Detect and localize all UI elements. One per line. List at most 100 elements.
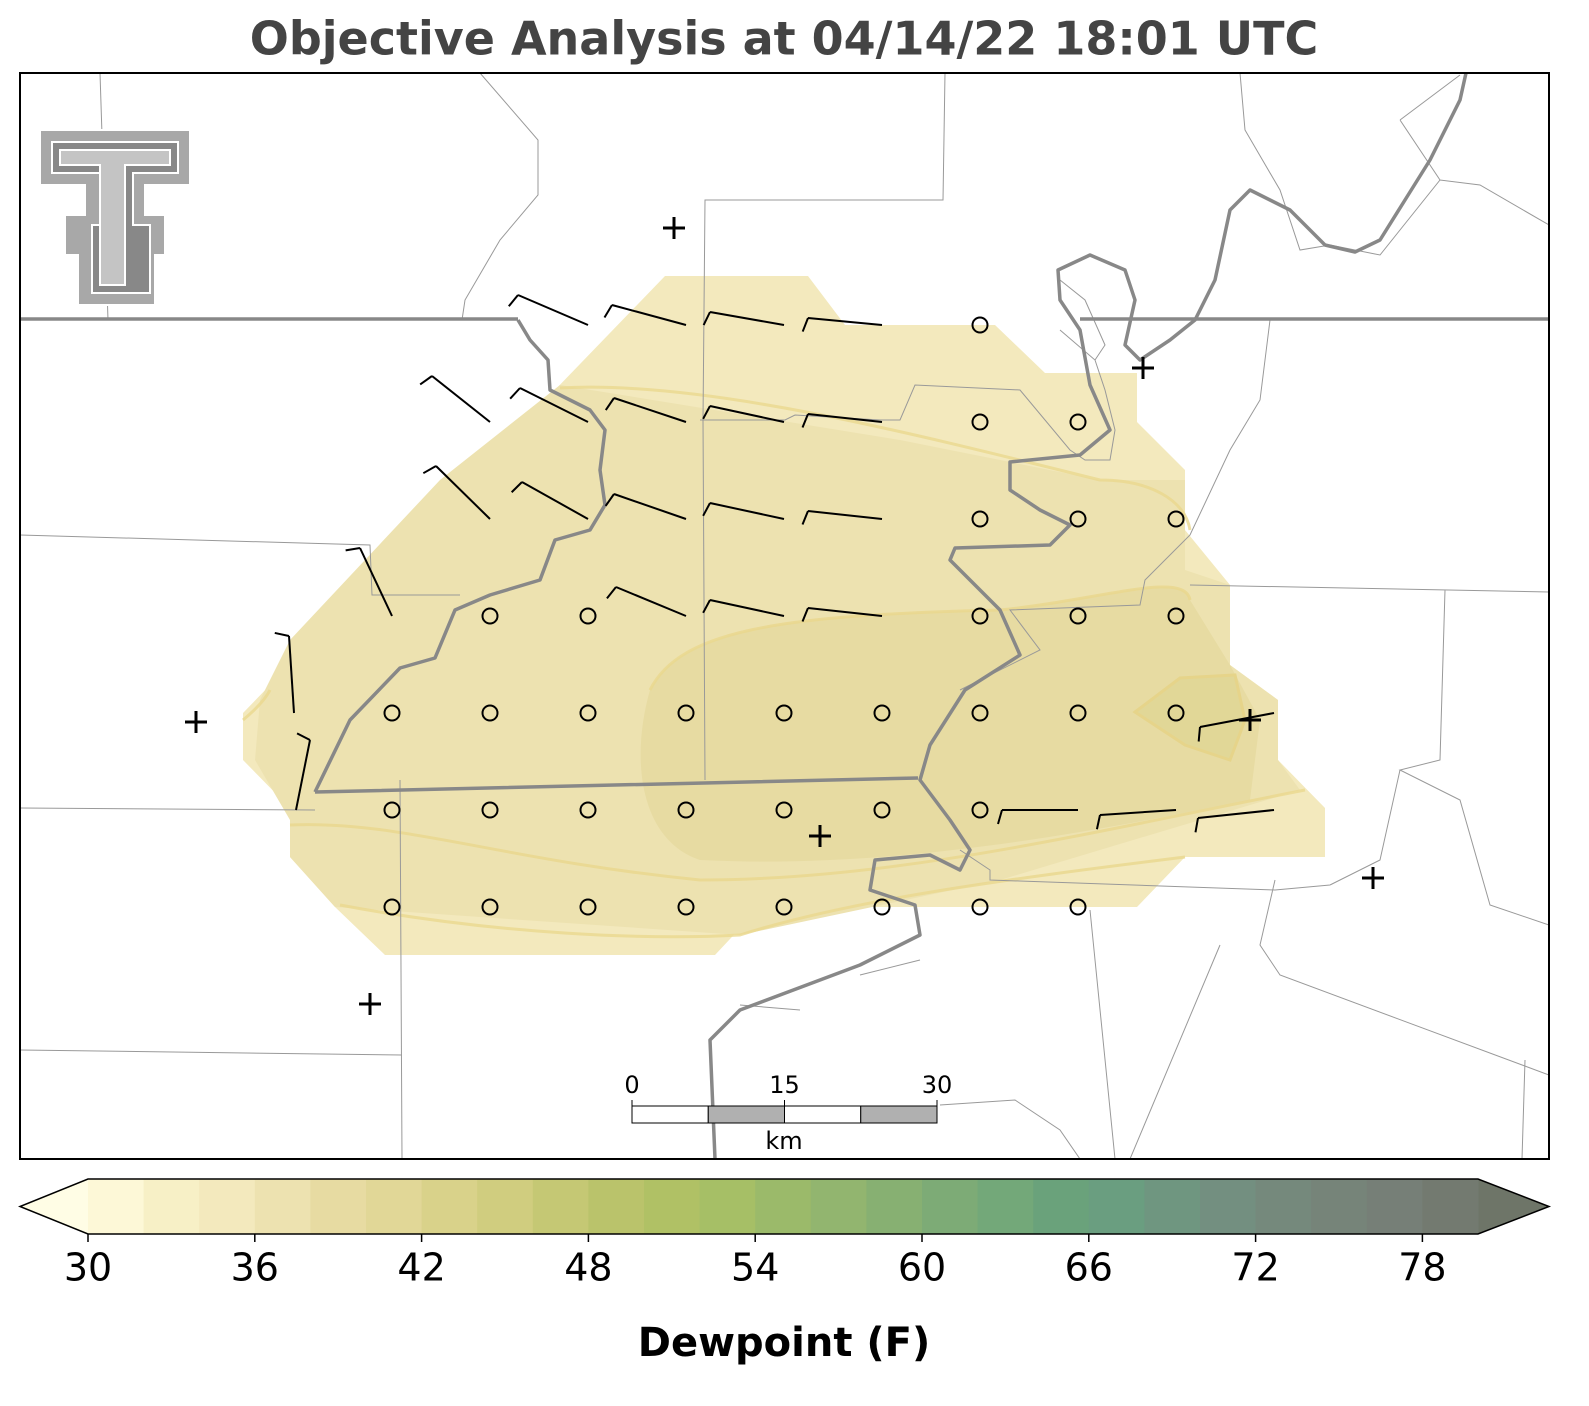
stations	[185, 217, 1384, 1015]
colorbar-bin	[421, 1179, 478, 1234]
colorbar-bin	[1033, 1179, 1090, 1234]
colorbar-bin	[922, 1179, 979, 1234]
scale-unit: km	[765, 1127, 802, 1155]
station-calm	[481, 898, 499, 916]
station-calm	[579, 801, 597, 819]
barb-flag	[702, 311, 711, 326]
colorbar-tick-label: 30	[64, 1246, 112, 1290]
scale-segment	[860, 1105, 938, 1124]
scale-segment	[631, 1105, 709, 1124]
barb-flag	[419, 375, 433, 386]
colorbar-bin	[88, 1179, 145, 1234]
barb-flag	[1194, 817, 1199, 833]
barb-flag	[702, 599, 711, 614]
barb-flag	[801, 317, 809, 332]
station-calm	[1069, 413, 1087, 431]
barb-flag	[1095, 814, 1101, 830]
colorbar-bin	[1366, 1179, 1423, 1234]
station-calm	[775, 704, 793, 722]
barb-staff	[807, 607, 883, 617]
station-calm	[971, 704, 989, 722]
station-calm	[677, 898, 695, 916]
station-missing	[1132, 357, 1154, 379]
title: Objective Analysis at 04/14/22 18:01 UTC	[250, 12, 1319, 66]
barb-staff	[709, 311, 785, 326]
station-calm	[971, 607, 989, 625]
barb-staff	[517, 294, 589, 326]
barb-staff	[807, 510, 883, 520]
barb-staff	[295, 739, 311, 811]
station-calm	[971, 510, 989, 528]
scale-tick-label: 0	[624, 1071, 639, 1099]
station-calm	[1167, 704, 1185, 722]
barb-flag	[508, 294, 519, 307]
barb-staff	[709, 502, 785, 520]
barb-staff	[431, 375, 491, 423]
barb-staff	[709, 599, 785, 617]
station-calm	[481, 801, 499, 819]
colorbar-tick-label: 36	[231, 1246, 279, 1290]
colorbar-bin	[310, 1179, 367, 1234]
barb-staff	[1199, 712, 1275, 728]
barb-staff	[615, 586, 687, 617]
station-calm	[775, 801, 793, 819]
station-missing	[809, 825, 831, 847]
colorbar-tick-label: 72	[1231, 1246, 1279, 1290]
barb-flag	[345, 547, 361, 552]
scale-bar: 0 15 30 km	[624, 1071, 952, 1155]
colorbar-tick-label: 78	[1398, 1246, 1446, 1290]
station-missing	[359, 993, 381, 1015]
barb-flag	[509, 387, 521, 400]
barb-flag	[274, 631, 290, 637]
barb-flag	[603, 304, 613, 318]
colorbar-tick-label: 66	[1065, 1246, 1113, 1290]
barb-staff	[359, 547, 393, 617]
colorbar-bin	[588, 1179, 645, 1234]
scale-tick-label: 15	[769, 1071, 800, 1099]
station-calm	[873, 704, 891, 722]
barb-staff	[613, 493, 687, 520]
colorbar-bin	[866, 1179, 923, 1234]
barb-staff	[709, 405, 785, 423]
barb-staff	[519, 387, 589, 423]
state-lines	[20, 73, 1549, 1159]
colorbar: 30 36 42 48 54 60 66 72 78 Dewpoint (F)	[17, 1178, 1552, 1366]
colorbar-over	[1478, 1179, 1549, 1234]
colorbar-outline	[17, 1178, 1552, 1235]
station-calm	[677, 801, 695, 819]
barb-flag	[606, 586, 617, 600]
station-calm	[971, 801, 989, 819]
station-calm	[383, 898, 401, 916]
colorbar-bin	[143, 1179, 200, 1234]
analysis-area-core	[640, 587, 1260, 862]
barb-staff	[521, 481, 589, 520]
barb-staff	[807, 413, 883, 423]
station-calm	[1069, 704, 1087, 722]
barb-staff	[435, 465, 491, 520]
station-calm	[1069, 898, 1087, 916]
colorbar-bin	[1311, 1179, 1368, 1234]
colorbar-bin	[199, 1179, 256, 1234]
wind-barbs	[274, 294, 1275, 833]
station-calm	[971, 413, 989, 431]
colorbar-tick-label: 48	[564, 1246, 612, 1290]
colorbar-bin	[1422, 1179, 1479, 1234]
station-calm	[873, 801, 891, 819]
barb-staff	[1099, 809, 1177, 816]
barb-staff	[807, 317, 883, 326]
colorbar-bin	[810, 1179, 867, 1234]
station-missing	[1362, 867, 1384, 889]
logo	[39, 129, 191, 306]
station-missing	[1239, 709, 1261, 731]
station-calm	[1167, 510, 1185, 528]
colorbar-bin	[1088, 1179, 1145, 1234]
barb-flag	[604, 493, 615, 507]
station-calm	[971, 316, 989, 334]
barb-flag	[801, 607, 809, 622]
contours	[242, 385, 1306, 939]
barb-flag	[1197, 726, 1201, 742]
barb-staff	[288, 635, 295, 714]
station-calm	[1167, 607, 1185, 625]
station-calm	[775, 898, 793, 916]
station-calm	[579, 704, 597, 722]
